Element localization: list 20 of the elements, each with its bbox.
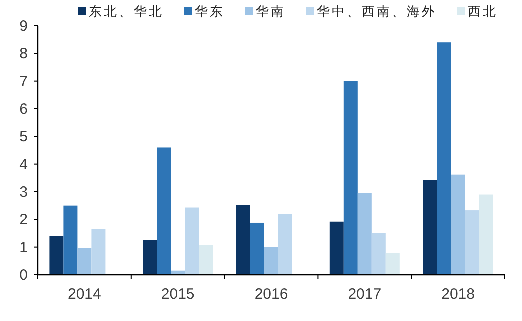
y-tick-label: 6 (20, 101, 28, 118)
y-tick-label: 2 (20, 212, 28, 229)
y-tick-label: 3 (20, 184, 28, 201)
x-tick-label: 2018 (442, 286, 475, 303)
y-tick-label: 1 (20, 239, 28, 256)
legend-label: 东北、华北 (89, 4, 164, 19)
x-tick-label: 2014 (68, 286, 102, 303)
legend-label: 西北 (468, 4, 498, 19)
x-tick-label: 2016 (254, 286, 288, 303)
y-tick-label: 0 (20, 267, 28, 284)
y-tick-label: 7 (20, 73, 28, 90)
y-tick-label: 9 (20, 18, 28, 35)
y-tick-label: 5 (20, 128, 28, 146)
legend-label: 华东 (195, 4, 225, 19)
legend-label: 华南 (256, 4, 286, 19)
legend-label: 华中、西南、海外 (317, 4, 437, 19)
y-tick-label: 4 (20, 156, 28, 174)
y-tick-label: 8 (20, 46, 28, 63)
x-tick-label: 2015 (161, 286, 195, 303)
x-tick-label: 2017 (348, 286, 382, 303)
